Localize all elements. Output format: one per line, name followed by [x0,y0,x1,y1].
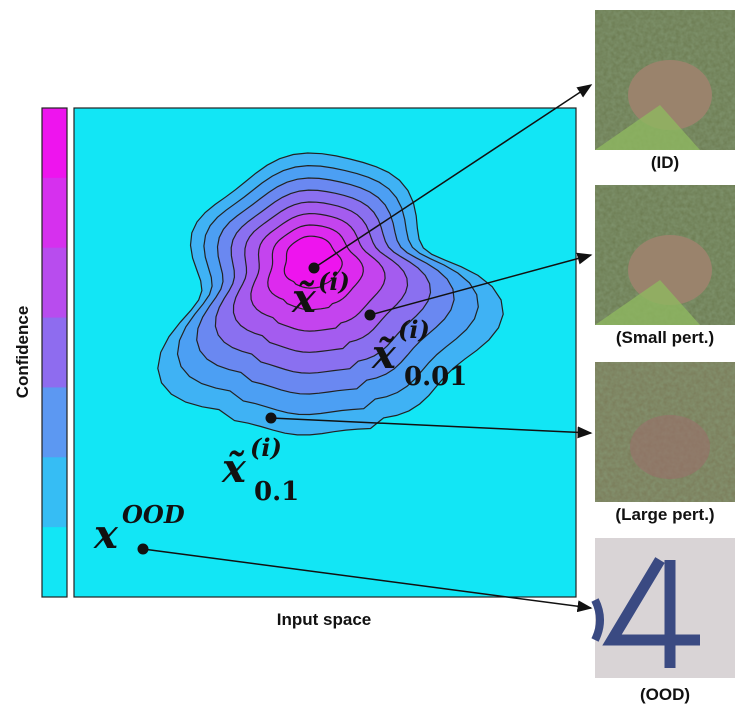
point-label: x OOD [93,500,185,558]
image-caption: (ID) [651,153,679,172]
x-axis-label: Input space [277,610,371,629]
point-label: x̃(i) 0.01 [371,315,467,392]
label-sup: OOD [122,500,185,529]
arrow [369,252,593,316]
label-sup: (i) [318,267,350,296]
colorbar-segment [42,108,67,179]
point-label: x̃ (i) 0.1 [221,433,299,507]
contour [283,235,343,289]
colorbar-segment [42,457,67,528]
colorbar-segment [42,317,67,388]
image-large-pert [595,362,735,502]
label-base: x̃ [291,275,317,322]
image-id [595,10,735,150]
image-caption: (Large pert.) [615,505,714,524]
points [137,262,376,555]
point-label: x̃(i) [291,267,350,322]
colorbar-segment [42,387,67,458]
point [265,412,277,424]
point [308,262,320,274]
label-sup: (i) [250,433,282,462]
label-base: x̃ [221,445,247,492]
image-caption: (OOD) [640,685,690,704]
image-small-pert [595,185,735,325]
image-ood [591,538,735,678]
contours [157,152,504,436]
arrow [270,417,593,439]
colorbar-frame [41,107,68,598]
colorbar [42,108,67,598]
colorbar-segment [42,527,67,598]
label-sup: (i) [398,315,430,344]
arrow [313,84,593,269]
point [364,309,376,321]
label-base: x [93,511,119,558]
y-axis-label: Confidence [13,306,32,399]
label-base: x̃ [371,331,397,378]
arrow [142,548,593,613]
colorbar-segment [42,177,67,249]
label-sub: 0.1 [254,477,299,507]
image-caption: (Small pert.) [616,328,714,347]
arrows [142,84,593,613]
label-sub: 0.01 [404,362,467,392]
point [137,543,149,555]
colorbar-segment [42,247,67,319]
